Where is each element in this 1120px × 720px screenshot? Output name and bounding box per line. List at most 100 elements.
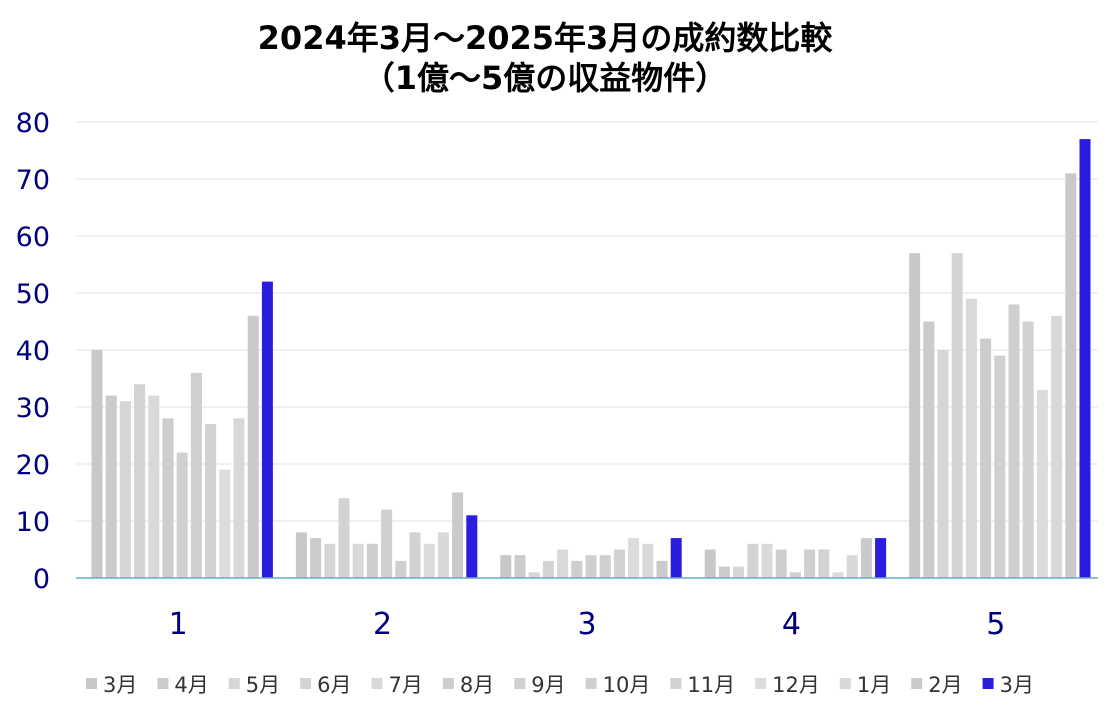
bar [804,549,816,578]
bar [599,555,611,578]
legend-label: 3月 [1000,673,1034,697]
bar [466,515,478,578]
x-tick-label: 3 [577,607,596,642]
bar [832,572,844,578]
legend-swatch [585,678,597,689]
bar [761,543,773,578]
bar [670,538,682,578]
y-tick-label: 30 [16,393,50,424]
bar [352,543,364,578]
bar [91,350,103,578]
bar [909,253,921,578]
chart-title-line-1: 2024年3月～2025年3月の成約数比較 [257,19,833,57]
legend-swatch [300,678,312,689]
legend-swatch [911,678,923,689]
bar [205,424,217,578]
legend-label: 5月 [246,673,280,697]
bar [846,555,858,578]
bar [162,418,174,578]
bar [366,543,378,578]
legend-swatch [514,678,526,689]
y-tick-label: 10 [16,507,50,538]
bar [1036,389,1048,578]
bar [437,532,449,578]
bar [789,572,801,578]
bar [295,532,307,578]
bar [628,538,640,578]
y-tick-label: 0 [33,564,50,595]
bar [514,555,526,578]
legend-label: 3月 [103,673,137,697]
bar [247,315,259,578]
y-tick-label: 40 [16,336,50,367]
bar [134,384,146,578]
bar [310,538,322,578]
legend-label: 11月 [687,673,735,697]
bar [937,350,949,578]
bar [571,560,583,578]
bar [585,555,597,578]
legend-swatch [982,678,994,689]
legend-swatch [371,678,383,689]
bar [860,538,872,578]
bar [233,418,245,578]
bar [642,543,654,578]
bar [1008,304,1020,578]
bar [176,452,188,578]
bar [718,566,730,578]
legend-swatch [228,678,240,689]
bar [528,572,540,578]
bar [105,395,117,578]
bar [1022,321,1034,578]
x-tick-label: 1 [169,607,188,642]
y-tick-label: 70 [16,165,50,196]
legend-label: 12月 [772,673,820,697]
legend-swatch [839,678,851,689]
y-tick-label: 80 [16,108,50,139]
legend-label: 7月 [389,673,423,697]
bar [656,560,668,578]
legend-swatch [670,678,682,689]
legend-swatch [157,678,169,689]
legend-swatch [755,678,767,689]
bar [395,560,407,578]
bar [733,566,745,578]
bar [1079,139,1091,578]
bar [324,543,336,578]
bar [994,355,1006,578]
legend-swatch [86,678,97,689]
bar [818,549,830,578]
bar [557,549,569,578]
bar [980,338,992,578]
chart-title: 2024年3月～2025年3月の成約数比較 （1億～5億の収益物件） [0,18,1090,98]
bar [775,549,787,578]
bar [381,509,393,578]
bar [747,543,759,578]
bar [148,395,160,578]
legend-label: 4月 [174,673,208,697]
legend-swatch [442,678,454,689]
bar [261,281,273,578]
y-tick-label: 20 [16,450,50,481]
bar [423,543,435,578]
legend-label: 6月 [317,673,351,697]
bar [1051,315,1063,578]
bar [190,372,202,578]
y-tick-label: 60 [16,222,50,253]
legend-label: 10月 [603,673,651,697]
bar [119,401,131,578]
x-tick-label: 4 [782,607,801,642]
bar [409,532,421,578]
bar [965,298,977,578]
legend-label: 8月 [460,673,494,697]
bar [452,492,464,578]
y-tick-label: 50 [16,279,50,310]
bar [951,253,963,578]
bar [613,549,625,578]
bar [542,560,554,578]
legend-label: 9月 [531,673,565,697]
bar [1065,173,1077,579]
x-tick-label: 2 [373,607,392,642]
bar [338,498,350,578]
